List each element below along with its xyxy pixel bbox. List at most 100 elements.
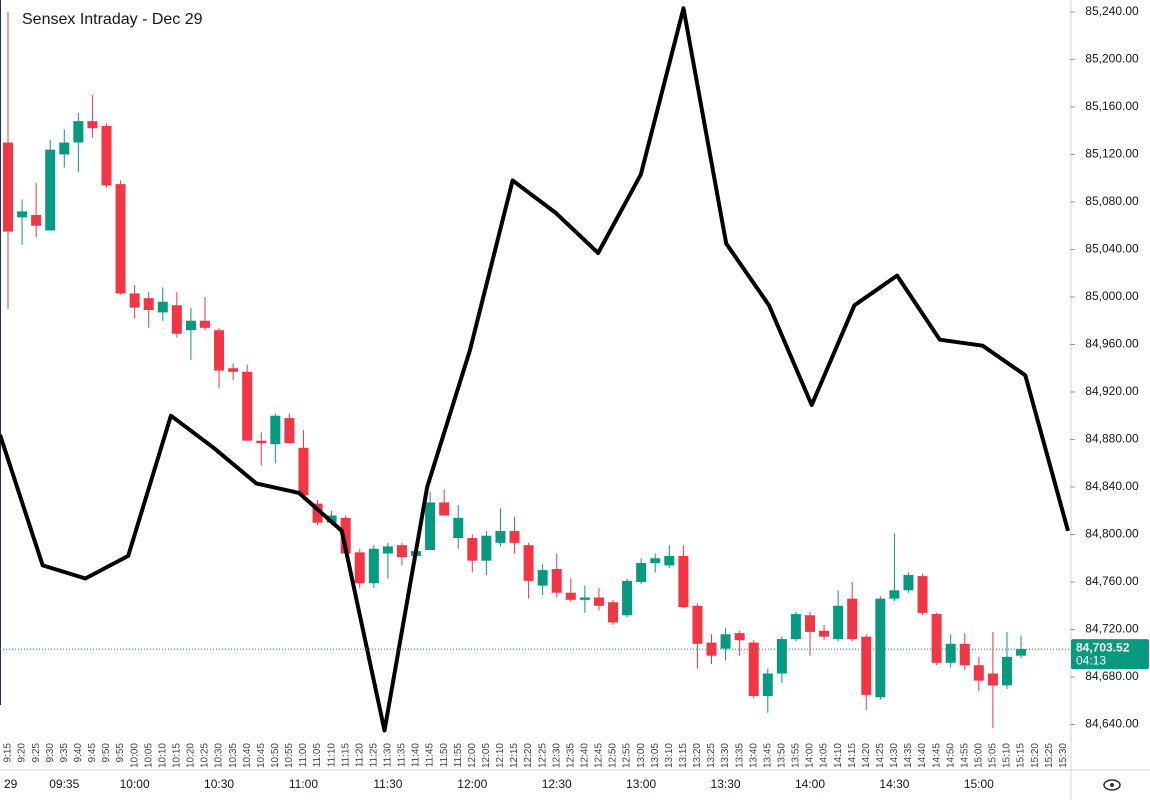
candle-body [734, 633, 745, 641]
candle-body [101, 125, 112, 186]
y-tick-label: 84,680.00 [1085, 669, 1139, 683]
candle-body [256, 440, 267, 444]
eye-outline[interactable] [1103, 779, 1121, 791]
x-tick-label: 12:35 [565, 743, 576, 768]
x-tick-label: 11:50 [439, 743, 450, 768]
candle-body [284, 418, 295, 444]
x-tick-label: 15:25 [1044, 743, 1055, 768]
candle-body [199, 320, 210, 328]
candle-body [650, 558, 661, 564]
x-tick-label: 10:35 [228, 743, 239, 768]
candle-body [368, 548, 379, 584]
x-tick-label: 12:05 [481, 743, 492, 768]
x-tick-label: 13:30 [720, 743, 731, 768]
candle-body [467, 538, 478, 561]
x-tick-label: 12:55 [622, 743, 633, 768]
x-tick-label: 11:30 [383, 743, 394, 768]
x-tick-label: 14:00 [805, 743, 816, 768]
x-tick-label: 10:10 [157, 743, 168, 768]
candle-body [382, 546, 393, 554]
x-tick-label: 11:00 [298, 743, 309, 768]
x-tick-label: 10:25 [200, 743, 211, 768]
candle-body [270, 415, 281, 445]
x-tick-label: 14:55 [959, 743, 970, 768]
eye-pupil[interactable] [1110, 783, 1114, 787]
candles [3, 11, 1027, 729]
candle-body [622, 580, 633, 616]
candle-body [847, 598, 858, 640]
time-label: 14:00 [795, 777, 825, 791]
candle-body [1001, 656, 1012, 686]
x-tick-label: 11:35 [397, 743, 408, 768]
x-tick-label: 14:25 [875, 743, 886, 768]
x-tick-label: 12:30 [551, 743, 562, 768]
x-tick-label: 15:00 [973, 743, 984, 768]
candle-body [439, 502, 450, 516]
y-tick-label: 84,880.00 [1085, 432, 1139, 446]
candle-body [664, 555, 675, 566]
x-tick-label: 14:35 [903, 743, 914, 768]
candle-body [425, 502, 436, 550]
x-tick-label: 13:05 [650, 743, 661, 768]
x-tick-label: 11:45 [425, 743, 436, 768]
time-label: 29 [4, 777, 18, 791]
y-tick-label: 85,120.00 [1085, 147, 1139, 161]
x-tick-label: 15:15 [1016, 743, 1027, 768]
candle-body [87, 121, 98, 129]
candle-body [692, 605, 703, 644]
candle-body [565, 592, 576, 600]
candle-body [636, 563, 647, 583]
x-tick-label: 10:20 [186, 743, 197, 768]
time-label: 13:00 [626, 777, 656, 791]
x-tick-label: 10:30 [214, 743, 225, 768]
candle-body [875, 598, 886, 698]
x-tick-label: 10:45 [256, 743, 267, 768]
x-tick-label: 10:55 [284, 743, 295, 768]
candle-body [143, 298, 154, 311]
x-tick-label: 13:20 [692, 743, 703, 768]
candle-body [354, 552, 365, 584]
x-tick-label: 13:50 [776, 743, 787, 768]
y-tick-label: 84,960.00 [1085, 337, 1139, 351]
candle-body [551, 568, 562, 593]
candle-body [959, 643, 970, 666]
price-tag [1071, 639, 1149, 670]
candle-body [242, 371, 253, 441]
x-tick-label: 15:20 [1030, 743, 1041, 768]
candle-body [931, 614, 942, 663]
x-tick-label: 13:25 [706, 743, 717, 768]
x-tick-label: 13:55 [791, 743, 802, 768]
x-tick-label: 9:55 [115, 743, 126, 763]
candle-body [45, 149, 56, 231]
candle-body [776, 639, 787, 674]
candle-body [608, 602, 619, 623]
candle-body [987, 673, 998, 686]
candle-body [17, 211, 28, 218]
x-tick-label: 15:30 [1058, 743, 1069, 768]
candle-body [3, 142, 13, 232]
x-tick-label: 10:00 [129, 743, 140, 768]
y-tick-label: 84,720.00 [1085, 622, 1139, 636]
candle-body [31, 214, 42, 226]
candle-body [509, 530, 520, 543]
x-tick-label: 10:40 [242, 743, 253, 768]
x-tick-label: 15:10 [1002, 743, 1013, 768]
y-tick-label: 84,640.00 [1085, 717, 1139, 731]
settings-icon[interactable] [1103, 779, 1121, 791]
x-tick-label: 14:45 [931, 743, 942, 768]
x-tick-label: 9:45 [87, 743, 98, 763]
candle-body [157, 301, 168, 313]
candle-body [326, 515, 337, 523]
candle-body [748, 642, 759, 697]
candle-body [593, 597, 604, 606]
x-tick-label: 13:15 [678, 743, 689, 768]
y-tick-label: 85,040.00 [1085, 242, 1139, 256]
time-label: 15:00 [964, 777, 994, 791]
x-tick-label: 14:20 [861, 743, 872, 768]
x-tick-label: 14:15 [847, 743, 858, 768]
candle-body [228, 368, 239, 372]
x-tick-label: 9:15 [3, 743, 14, 763]
y-tick-label: 84,800.00 [1085, 527, 1139, 541]
x-tick-label: 9:35 [59, 743, 70, 763]
